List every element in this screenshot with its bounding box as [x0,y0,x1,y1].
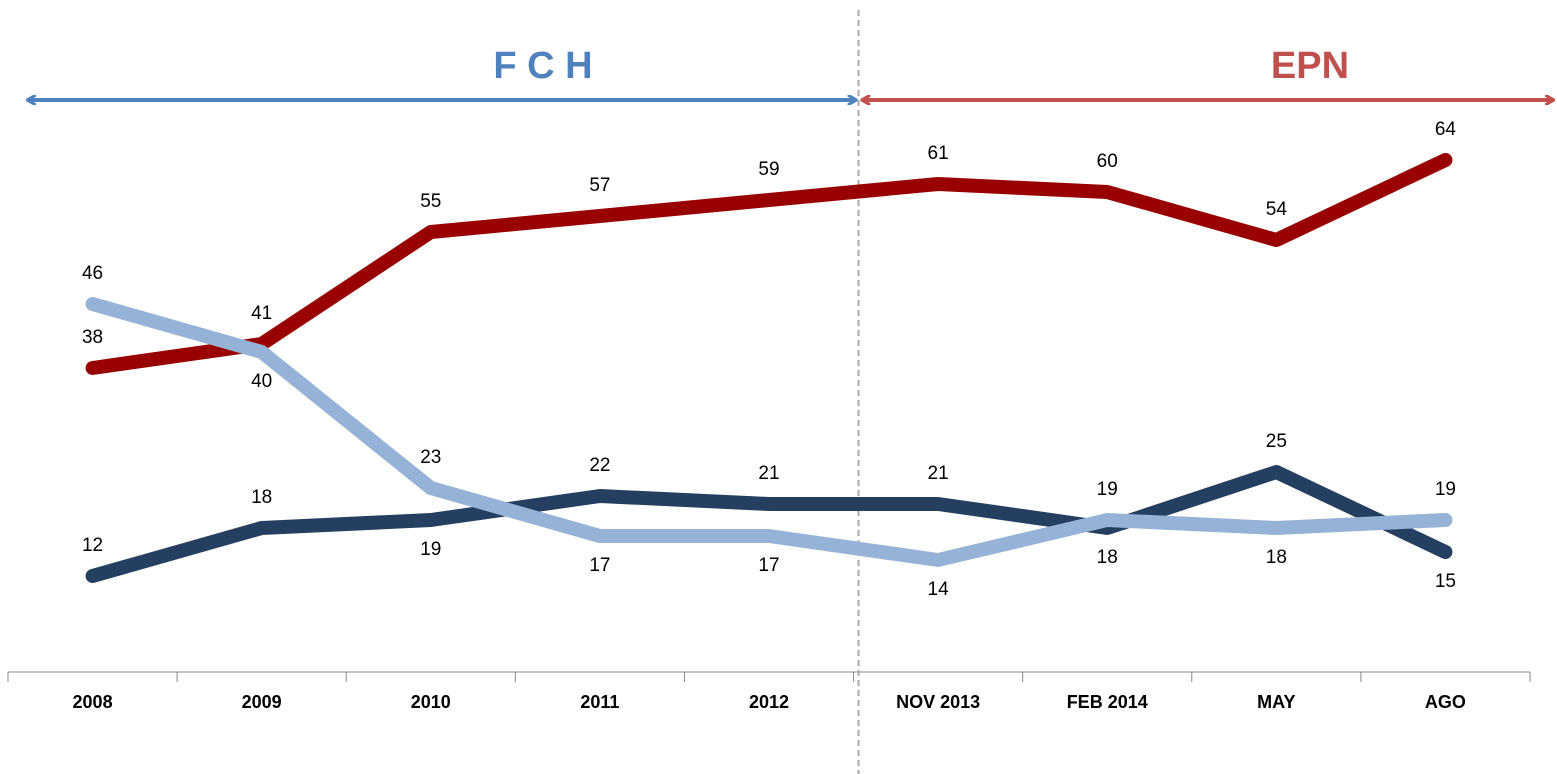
value-label: 19 [1435,479,1456,500]
x-tick-label: 2010 [411,692,451,712]
value-label: 21 [928,463,949,484]
x-tick-label: 2012 [749,692,789,712]
period-label: F C H [493,45,592,87]
value-label: 61 [928,143,949,164]
x-tick-label: NOV 2013 [896,692,980,712]
x-tick-label: 2008 [73,692,113,712]
value-label: 12 [82,535,103,556]
value-label: 54 [1266,199,1288,220]
value-label: 64 [1435,119,1457,140]
value-label: 18 [1266,547,1287,568]
x-tick-label: 2011 [580,692,619,712]
value-label: 57 [589,175,610,196]
period-label: EPN [1271,45,1349,87]
series-line [85,465,1453,583]
value-label: 17 [589,555,610,576]
value-label: 14 [928,579,950,600]
value-label: 18 [1097,547,1118,568]
value-label: 15 [1435,571,1456,592]
value-label: 25 [1266,431,1287,452]
x-tick-label: AGO [1425,692,1466,712]
x-tick-label: MAY [1257,692,1295,712]
value-label: 38 [82,327,103,348]
x-tick-label: 2009 [242,692,282,712]
value-label: 22 [589,455,610,476]
value-label: 17 [758,555,779,576]
x-tick-label: FEB 2014 [1067,692,1148,712]
value-label: 23 [420,447,441,468]
value-label: 21 [758,463,779,484]
value-label: 59 [758,159,779,180]
value-label: 18 [251,487,272,508]
value-label: 46 [82,263,103,284]
series-line [85,297,1453,567]
value-label: 19 [1097,479,1118,500]
value-label: 55 [420,191,441,212]
value-label: 40 [251,371,272,392]
value-label: 19 [420,539,441,560]
series-line [85,153,1453,375]
value-label: 60 [1097,151,1118,172]
value-label: 41 [251,303,272,324]
